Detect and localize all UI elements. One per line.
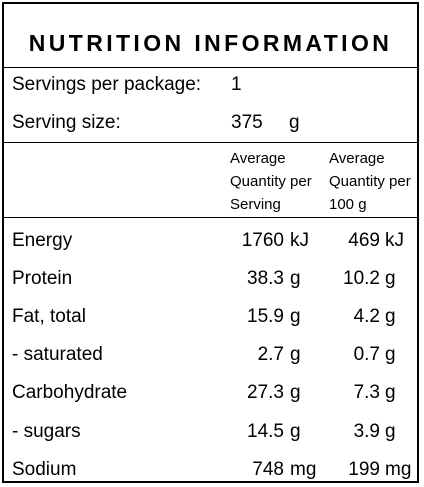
- saturated-per100-unit: g: [385, 344, 396, 365]
- servings-label: Servings per package:: [12, 74, 202, 95]
- header-per-100g-line1: Average: [329, 150, 385, 167]
- saturated-per100-value: 0.7: [353, 344, 380, 365]
- header-per-100g-line2: Quantity per: [329, 173, 411, 190]
- sugars-per100-unit: g: [385, 421, 396, 442]
- saturated-serving-value: 2.7: [257, 344, 284, 365]
- sugars-per100-value: 3.9: [353, 421, 380, 442]
- nutrient-name-energy: Energy: [12, 230, 73, 251]
- carbohydrate-serving-value: 27.3: [247, 382, 284, 403]
- nutrient-name-fat-total: Fat, total: [12, 306, 86, 327]
- nutrition-panel: NUTRITION INFORMATION Servings per packa…: [2, 2, 419, 483]
- nutrient-name-carbohydrate: Carbohydrate: [12, 382, 128, 403]
- serving-size-unit: g: [289, 112, 300, 133]
- saturated-serving-unit: g: [290, 344, 301, 365]
- energy-per100-value: 469: [348, 230, 380, 251]
- sugars-serving-value: 14.5: [247, 421, 284, 442]
- nutrient-name-sodium: Sodium: [12, 459, 77, 480]
- header-per-serving-line1: Average: [230, 150, 286, 167]
- sodium-per100-unit: mg: [385, 459, 412, 480]
- serving-divider: [4, 142, 417, 143]
- panel-title: NUTRITION INFORMATION: [28, 30, 393, 56]
- carbohydrate-serving-unit: g: [290, 382, 301, 403]
- title-divider: [4, 67, 417, 68]
- energy-serving-unit: kJ: [290, 230, 309, 251]
- sodium-serving-unit: mg: [290, 459, 317, 480]
- protein-per100-value: 10.2: [343, 268, 380, 289]
- sugars-serving-unit: g: [290, 421, 301, 442]
- nutrient-name-saturated: - saturated: [12, 344, 103, 365]
- header-per-serving-line2: Quantity per: [230, 173, 312, 190]
- protein-per100-unit: g: [385, 268, 396, 289]
- energy-per100-unit: kJ: [385, 230, 404, 251]
- fat-total-serving-value: 15.9: [247, 306, 284, 327]
- nutrient-name-protein: Protein: [12, 268, 73, 289]
- carbohydrate-per100-value: 7.3: [353, 382, 380, 403]
- sodium-per100-value: 199: [348, 459, 380, 480]
- protein-serving-unit: g: [290, 268, 301, 289]
- serving-size-value: 375: [231, 112, 263, 133]
- nutrient-name-sugars: - sugars: [12, 421, 81, 442]
- sodium-serving-value: 748: [252, 459, 284, 480]
- fat-total-serving-unit: g: [290, 306, 301, 327]
- header-per-serving-line3: Serving: [230, 196, 281, 213]
- fat-total-per100-unit: g: [385, 306, 396, 327]
- serving-size-label: Serving size:: [12, 112, 121, 133]
- fat-total-per100-value: 4.2: [353, 306, 380, 327]
- header-per-100g-line3: 100 g: [329, 196, 367, 213]
- energy-serving-value: 1760: [241, 230, 284, 251]
- protein-serving-value: 38.3: [247, 268, 284, 289]
- servings-value: 1: [231, 74, 242, 95]
- header-divider: [4, 217, 417, 218]
- carbohydrate-per100-unit: g: [385, 382, 396, 403]
